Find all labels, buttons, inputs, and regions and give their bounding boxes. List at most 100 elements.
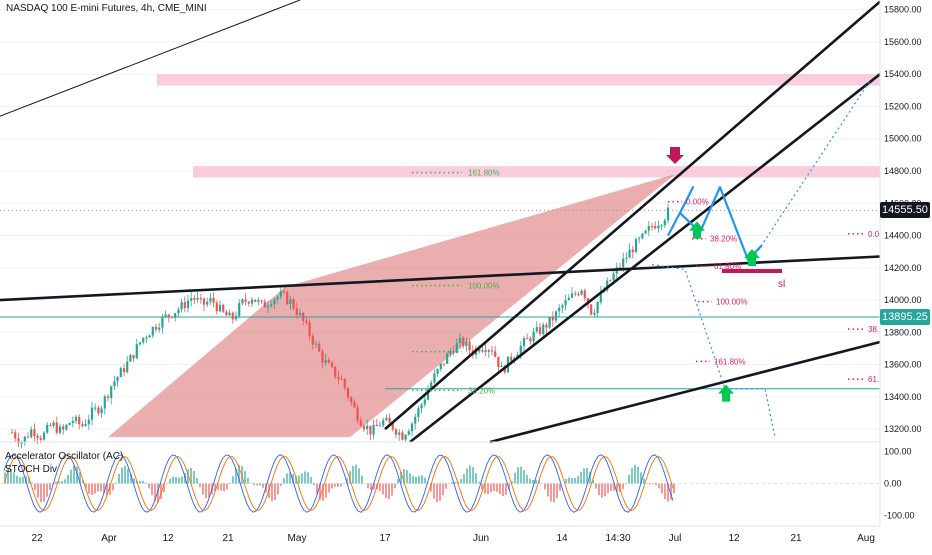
candle-body: [129, 355, 131, 362]
osc-bar: [334, 484, 336, 487]
target-path-down: [652, 265, 775, 438]
osc-bar: [226, 484, 228, 490]
fib-level-label: 100.00%: [468, 282, 500, 291]
osc-bar: [310, 477, 312, 483]
osc-bar: [244, 471, 246, 483]
candle-body: [645, 231, 647, 234]
candle-body: [43, 433, 45, 440]
candle-body: [190, 298, 192, 301]
candle-body: [270, 304, 272, 305]
candle-body: [56, 422, 58, 432]
osc-bar: [280, 484, 282, 486]
osc-bar: [88, 484, 90, 494]
candle-body: [46, 425, 48, 433]
osc-bar: [475, 473, 477, 483]
stoch-indicator-label[interactable]: STOCH Div: [5, 464, 57, 475]
candle-body: [296, 308, 298, 314]
osc-bar: [331, 484, 333, 489]
osc-bar: [118, 474, 120, 484]
fib-level-label: 38.20%: [468, 386, 495, 395]
candle-body: [437, 369, 439, 374]
osc-bar: [547, 484, 549, 497]
candle-body: [462, 338, 464, 346]
osc-bar: [550, 484, 552, 502]
candle-body: [581, 290, 583, 294]
osc-bar: [169, 479, 171, 484]
candle-body: [11, 432, 13, 433]
candle-body: [229, 313, 231, 316]
osc-bar: [421, 475, 423, 483]
fib-level-label: 161.80%: [468, 169, 500, 178]
candle-body: [488, 350, 490, 352]
candle-body: [94, 408, 96, 409]
osc-bar: [229, 484, 231, 485]
candle-body: [408, 431, 410, 435]
x-tick-label: Aug: [857, 533, 875, 544]
osc-bar: [571, 478, 573, 484]
buy-arrow: [718, 385, 734, 402]
candle-body: [142, 338, 144, 343]
osc-bar: [100, 484, 102, 492]
x-tick-label: 12: [162, 533, 174, 544]
candle-body: [283, 291, 285, 292]
candle-body: [417, 408, 419, 417]
candle-body: [638, 238, 640, 239]
osc-bar: [361, 476, 363, 484]
y-tick-label: 13600.00: [884, 360, 922, 370]
y-tick-label: 14200.00: [884, 263, 922, 273]
osc-bar: [271, 484, 273, 502]
candle-body: [571, 294, 573, 298]
candle-body: [248, 302, 250, 304]
osc-bar: [328, 484, 330, 493]
candle-body: [641, 233, 643, 238]
candle-body: [293, 299, 295, 308]
osc-tick-label: 100.00: [884, 447, 912, 457]
candle-body: [635, 239, 637, 252]
candle-body: [165, 315, 167, 317]
osc-bar: [493, 484, 495, 492]
osc-bar: [499, 484, 501, 495]
osc-bar: [232, 476, 234, 483]
candle-body: [184, 302, 186, 308]
candle-body: [222, 305, 224, 312]
candle-body: [277, 297, 279, 300]
candle-body: [158, 328, 160, 330]
candle-body: [405, 435, 407, 440]
y-tick-label: 15800.00: [884, 5, 922, 15]
osc-bar: [397, 479, 399, 483]
osc-bar: [529, 479, 531, 484]
x-tick-label: Jun: [473, 533, 489, 544]
candle-body: [62, 426, 64, 429]
candle-body: [152, 327, 154, 336]
candle-body: [85, 424, 87, 426]
candle-body: [491, 350, 493, 351]
osc-bar: [358, 468, 360, 483]
candle-body: [273, 299, 275, 304]
osc-bar: [625, 483, 627, 484]
x-tick-label: 22: [31, 533, 43, 544]
candle-body: [110, 386, 112, 398]
candle-body: [632, 250, 634, 253]
y-tick-label: 14000.00: [884, 295, 922, 305]
candle-body: [609, 280, 611, 281]
candle-body: [421, 404, 423, 408]
ac-indicator-label[interactable]: Accelerator Oscillator (AC): [5, 451, 123, 462]
osc-bar: [391, 484, 393, 496]
candle-body: [174, 313, 176, 318]
candle-body: [376, 425, 378, 426]
osc-bar: [286, 473, 288, 483]
candle-body: [241, 299, 243, 303]
price-axis: [880, 0, 932, 550]
osc-bar: [283, 478, 285, 483]
y-tick-label: 15400.00: [884, 69, 922, 79]
osc-bar: [55, 482, 57, 484]
y-tick-label: 13200.00: [884, 424, 922, 434]
osc-bar: [259, 484, 261, 486]
x-tick-label: 21: [790, 533, 802, 544]
candle-body: [373, 425, 375, 435]
osc-bar: [196, 478, 198, 483]
candle-body: [629, 250, 631, 258]
candle-body: [149, 336, 151, 338]
